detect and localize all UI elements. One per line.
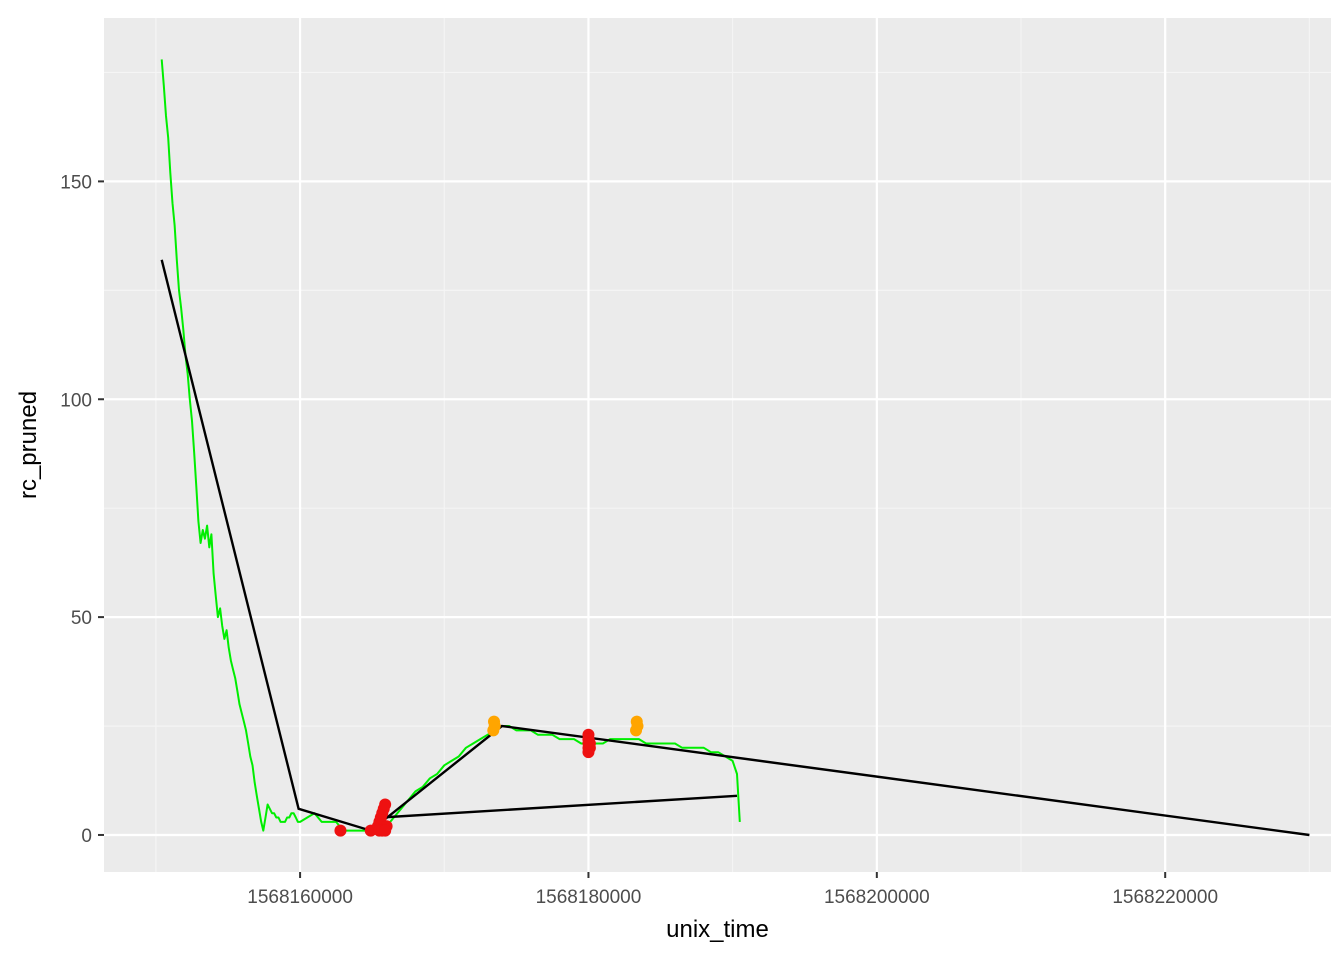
y-axis-title: rc_pruned [15, 391, 42, 499]
grid [104, 18, 1331, 872]
x-axis-title: unix_time [666, 916, 769, 943]
data-point [334, 824, 347, 837]
trend-line [380, 794, 738, 819]
x-tick-label: 1568180000 [536, 887, 642, 908]
y-tick-label: 100 [60, 390, 92, 411]
series-layer [160, 59, 1310, 837]
data-point [583, 737, 596, 750]
data-point [379, 798, 392, 811]
data-point [379, 824, 392, 837]
x-tick-label: 1568220000 [1112, 887, 1218, 908]
axes: 1568160000 1568180000 1568200000 1568220000… [60, 172, 1218, 908]
x-tick-label: 1568200000 [824, 887, 930, 908]
y-tick-label: 0 [81, 826, 92, 847]
plot-panel [104, 18, 1331, 872]
x-tick-label: 1568160000 [247, 887, 353, 908]
panel-background [104, 18, 1331, 872]
data-point [630, 715, 643, 728]
data-point [488, 715, 501, 728]
y-tick-label: 50 [71, 608, 92, 629]
y-tick-label: 150 [60, 172, 92, 193]
